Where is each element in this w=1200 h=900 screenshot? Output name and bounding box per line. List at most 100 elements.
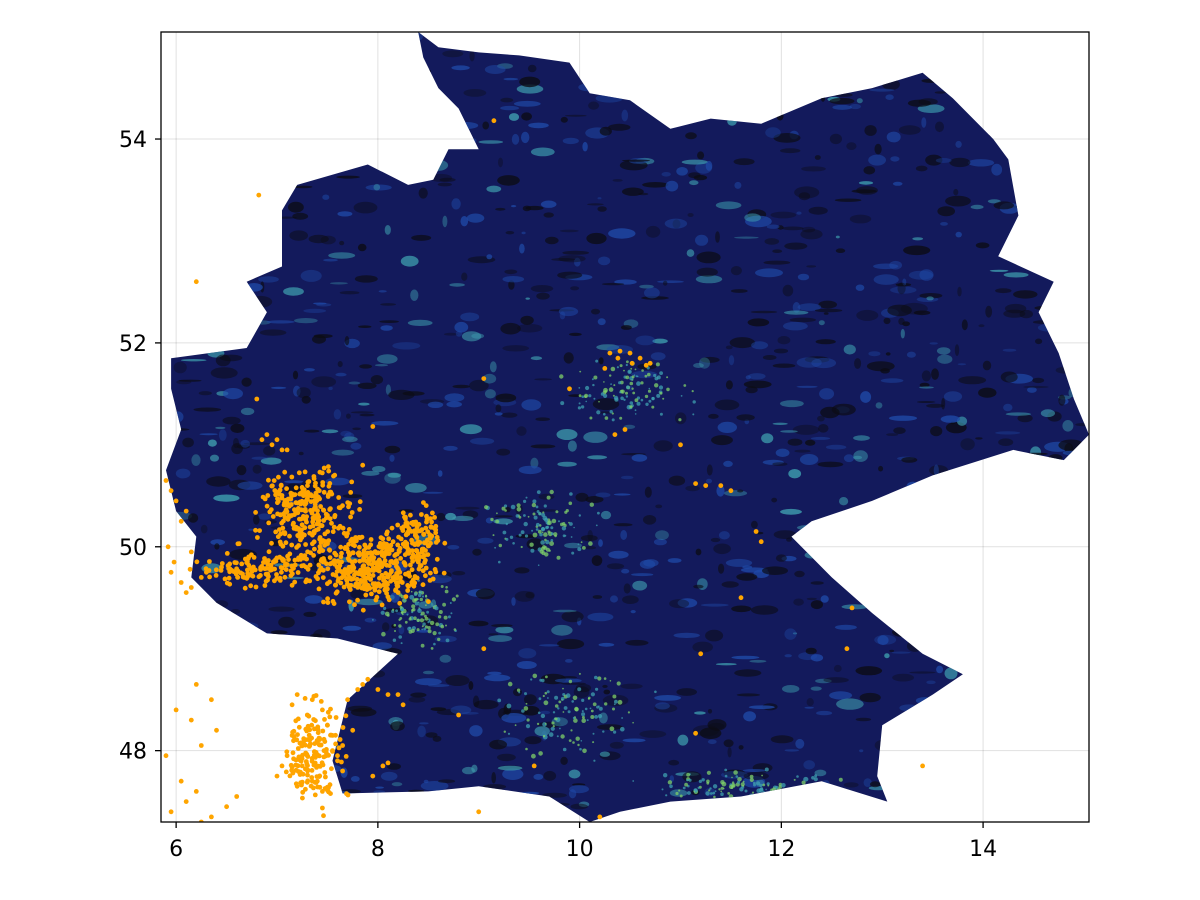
raster-highlight — [697, 786, 700, 789]
raster-cell — [587, 612, 614, 622]
y-tick-label: 54 — [119, 128, 147, 153]
scatter-point — [307, 727, 313, 733]
scatter-point — [370, 573, 376, 578]
raster-highlight — [691, 390, 694, 393]
raster-cell — [583, 546, 597, 550]
raster-cell — [940, 415, 961, 423]
scatter-point — [193, 682, 199, 687]
raster-highlight — [516, 507, 522, 512]
raster-cell — [817, 415, 825, 422]
raster-highlight — [598, 706, 603, 711]
raster-highlight — [384, 611, 390, 617]
scatter-point — [312, 780, 318, 785]
scatter-point — [312, 752, 317, 758]
raster-cell — [696, 267, 718, 277]
raster-cell — [860, 391, 872, 403]
raster-cell — [693, 584, 704, 589]
raster-cell — [713, 543, 731, 555]
raster-cell — [359, 364, 372, 369]
scatter-point — [346, 527, 352, 532]
raster-cell — [561, 610, 584, 623]
raster-cell — [975, 242, 990, 249]
raster-highlight — [609, 410, 613, 414]
scatter-point — [637, 355, 643, 361]
raster-cell — [834, 624, 857, 630]
raster-highlight — [592, 702, 597, 707]
scatter-point — [403, 520, 409, 526]
raster-cell — [214, 543, 220, 550]
scatter-point — [360, 563, 366, 569]
raster-cell — [749, 659, 767, 663]
raster-cell — [736, 414, 755, 421]
x-tick-label: 12 — [767, 837, 795, 862]
raster-cell — [565, 114, 587, 117]
raster-highlight — [421, 628, 424, 631]
scatter-point — [425, 529, 431, 535]
raster-cell — [643, 559, 659, 567]
raster-highlight — [578, 394, 582, 398]
raster-highlight — [744, 789, 748, 793]
raster-cell — [288, 201, 304, 213]
raster-highlight — [720, 786, 724, 790]
raster-cell — [784, 628, 797, 640]
raster-cell — [328, 252, 356, 259]
raster-cell — [989, 269, 1009, 272]
scatter-point — [248, 583, 254, 589]
scatter-point — [232, 560, 238, 565]
raster-cell — [495, 393, 517, 403]
raster-cell — [777, 336, 791, 345]
raster-highlight — [731, 776, 733, 779]
raster-cell — [407, 319, 433, 326]
scatter-point — [321, 489, 327, 495]
scatter-point — [278, 482, 284, 488]
raster-cell — [887, 304, 912, 317]
raster-cell — [510, 205, 517, 208]
scatter-point — [433, 523, 439, 529]
raster-cell — [178, 379, 202, 382]
scatter-point — [297, 772, 303, 777]
scatter-point — [198, 743, 204, 748]
scatter-point — [349, 564, 354, 569]
raster-cell — [538, 493, 555, 500]
raster-cell — [763, 260, 791, 265]
raster-cell — [339, 291, 360, 295]
raster-cell — [770, 735, 794, 744]
scatter-point — [348, 538, 354, 544]
raster-cell — [468, 620, 489, 627]
raster-highlight — [577, 743, 580, 747]
raster-highlight — [531, 502, 537, 508]
raster-cell — [953, 188, 959, 196]
raster-cell — [323, 258, 338, 262]
raster-highlight — [410, 590, 413, 593]
scatter-point — [356, 535, 362, 540]
raster-cell — [462, 766, 475, 775]
raster-cell — [853, 450, 868, 462]
raster-highlight — [678, 789, 681, 792]
scatter-point — [270, 514, 276, 519]
raster-cell — [430, 707, 447, 711]
raster-highlight — [616, 681, 621, 686]
raster-cell — [304, 429, 320, 433]
scatter-point — [329, 766, 334, 772]
raster-cell — [945, 195, 971, 207]
scatter-point — [331, 524, 337, 530]
scatter-point — [302, 532, 307, 538]
raster-cell — [384, 225, 391, 235]
raster-cell — [801, 166, 826, 172]
raster-highlight — [659, 371, 663, 375]
raster-cell — [268, 606, 295, 612]
raster-highlight — [565, 509, 569, 513]
raster-cell — [539, 710, 551, 715]
raster-highlight — [721, 781, 727, 787]
scatter-point — [357, 499, 363, 505]
scatter-point — [226, 575, 232, 581]
raster-highlight — [665, 794, 668, 797]
raster-highlight — [400, 611, 404, 614]
scatter-point — [273, 529, 279, 535]
raster-highlight — [433, 642, 436, 646]
raster-cell — [534, 726, 550, 736]
raster-highlight — [532, 532, 538, 538]
scatter-point — [284, 447, 290, 453]
raster-highlight — [598, 705, 600, 708]
scatter-point — [327, 714, 333, 720]
